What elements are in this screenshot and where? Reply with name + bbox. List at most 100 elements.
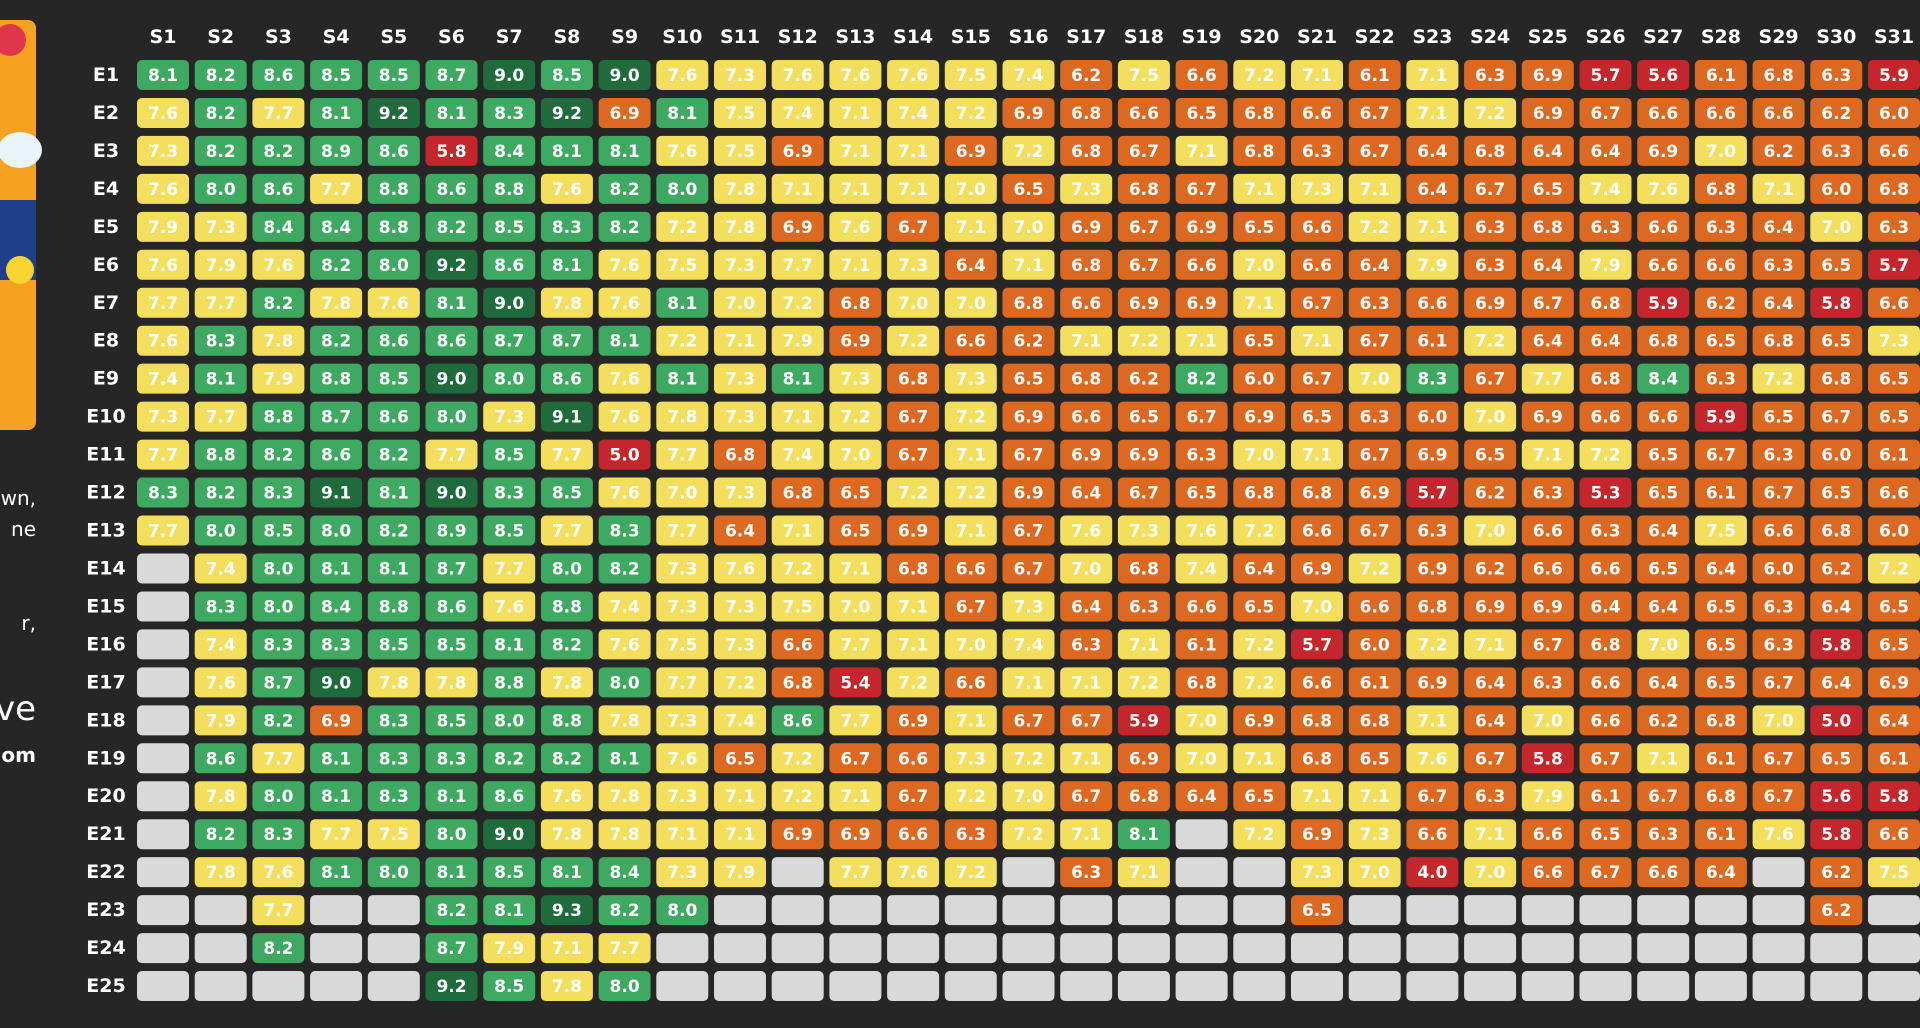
cell-label: 6.6 — [1648, 104, 1678, 124]
cell-label: 6.4 — [1590, 597, 1620, 617]
cell — [771, 515, 824, 546]
cell — [483, 857, 536, 888]
cell — [714, 477, 766, 508]
cell — [194, 363, 247, 394]
cell — [598, 857, 651, 888]
cell — [1002, 325, 1055, 356]
cell-label: 6.9 — [1013, 408, 1043, 428]
cell — [887, 781, 940, 812]
cell — [829, 173, 882, 204]
cell — [252, 249, 305, 280]
cell-label: 6.6 — [783, 635, 813, 655]
cell-label: 7.8 — [552, 294, 582, 314]
cell-label: 6.4 — [1244, 559, 1274, 579]
cell — [1752, 325, 1805, 356]
cell — [310, 60, 363, 90]
cell — [714, 135, 766, 166]
cell — [1117, 591, 1170, 622]
cell — [1694, 667, 1747, 698]
cell — [887, 857, 940, 888]
empty-cell — [1521, 971, 1574, 1002]
cell — [1002, 515, 1055, 546]
cell-label: 7.0 — [1475, 863, 1505, 883]
cell — [1810, 591, 1863, 622]
cell-label: 6.5 — [1648, 559, 1678, 579]
cell — [252, 553, 305, 584]
cell — [1175, 477, 1228, 508]
cell — [1291, 667, 1343, 698]
cell — [829, 819, 882, 850]
cell-label: 6.6 — [1187, 256, 1217, 276]
cell — [1348, 249, 1401, 280]
cell-label: 8.2 — [206, 484, 236, 504]
cell — [714, 363, 766, 394]
cell-label: 9.0 — [494, 294, 524, 314]
cell — [656, 249, 709, 280]
cell-label: 7.2 — [1360, 559, 1390, 579]
cell-label: 6.7 — [1764, 673, 1794, 693]
empty-cell — [944, 895, 997, 926]
cell-label: 5.9 — [1648, 294, 1678, 314]
cell-label: 7.3 — [725, 66, 755, 86]
cell-label: 8.2 — [610, 218, 640, 238]
cell-label: 6.7 — [1187, 408, 1217, 428]
cell — [1521, 857, 1574, 888]
cell — [540, 211, 593, 242]
cell — [1868, 325, 1920, 356]
cell-label: 7.7 — [263, 749, 293, 769]
cell — [714, 515, 766, 546]
cell — [1637, 629, 1690, 660]
cell — [1233, 515, 1286, 546]
cell — [1117, 97, 1170, 128]
cell — [483, 287, 536, 318]
cell-label: 7.1 — [840, 142, 870, 162]
cell — [944, 857, 997, 888]
empty-cell — [1521, 933, 1574, 964]
cell — [1810, 211, 1863, 242]
cell — [1117, 819, 1170, 850]
cell-label: 7.3 — [1360, 825, 1390, 845]
cell-label: 7.8 — [610, 787, 640, 807]
cell — [1579, 819, 1632, 850]
cell-label: 6.6 — [1360, 597, 1390, 617]
cell — [1579, 667, 1632, 698]
column-header: S7 — [496, 26, 523, 48]
cell — [540, 97, 593, 128]
column-header: S18 — [1124, 26, 1164, 48]
cell-label: 8.6 — [494, 256, 524, 276]
cell — [1694, 591, 1747, 622]
empty-cell — [1175, 857, 1228, 888]
cell — [1348, 439, 1401, 470]
cell-label: 7.1 — [725, 332, 755, 352]
cell-label: 6.6 — [1590, 559, 1620, 579]
cell-label: 6.8 — [1706, 180, 1736, 200]
cell — [310, 591, 363, 622]
cell — [829, 135, 882, 166]
cell-label: 6.8 — [1764, 332, 1794, 352]
cell — [1175, 173, 1228, 204]
cell — [483, 819, 536, 850]
cell — [425, 971, 478, 1002]
cell — [1464, 857, 1517, 888]
column-header: S17 — [1066, 26, 1106, 48]
cell — [137, 439, 189, 470]
cell-label: 6.5 — [1244, 597, 1274, 617]
cell — [540, 477, 593, 508]
cell — [714, 249, 766, 280]
cell — [1233, 363, 1286, 394]
cell-label: 6.0 — [1879, 522, 1909, 542]
cell — [1175, 515, 1228, 546]
cell-label: 6.7 — [1475, 180, 1505, 200]
empty-cell — [829, 971, 882, 1002]
cell-label: 6.9 — [1244, 408, 1274, 428]
cell — [367, 401, 420, 432]
cell — [1233, 553, 1286, 584]
empty-cell — [1002, 895, 1055, 926]
cell-label: 7.3 — [725, 370, 755, 390]
cell-label: 6.5 — [1533, 180, 1563, 200]
cell-label: 6.7 — [1360, 104, 1390, 124]
cell-label: 7.7 — [148, 522, 178, 542]
cell — [194, 667, 247, 698]
cell-label: 8.0 — [667, 901, 697, 921]
cell-label: 8.1 — [783, 370, 813, 390]
